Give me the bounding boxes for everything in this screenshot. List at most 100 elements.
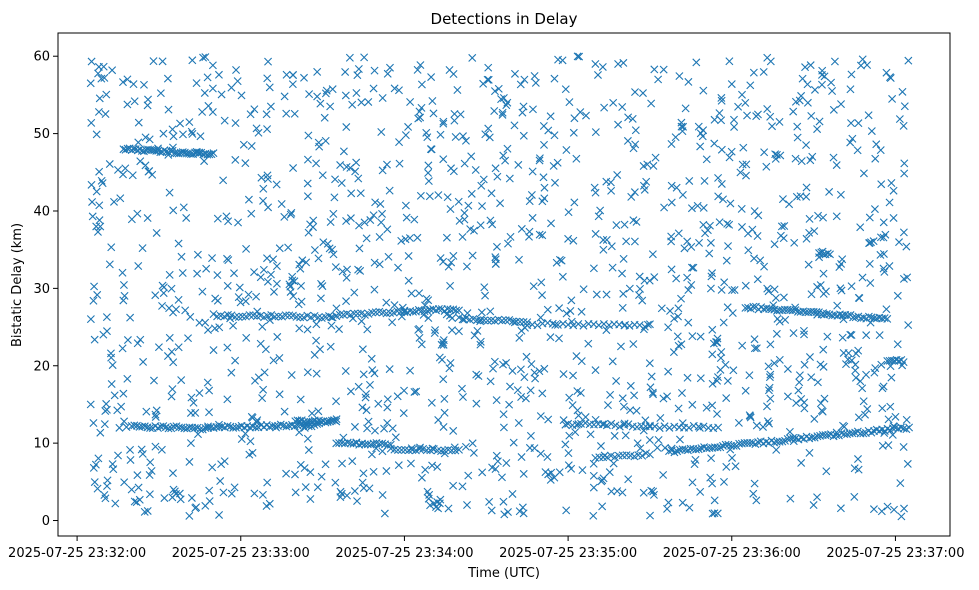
detection-point [151, 412, 160, 421]
detection-point [696, 374, 705, 383]
detection-point [726, 199, 735, 208]
detection-point [209, 310, 218, 319]
detection-point [378, 447, 387, 456]
detection-point [864, 312, 873, 321]
detection-point [460, 209, 469, 218]
detection-point [591, 366, 600, 375]
detection-point [793, 133, 802, 142]
detection-point [119, 389, 128, 398]
detection-point [810, 227, 819, 236]
detection-point [638, 89, 647, 98]
detection-point [599, 235, 608, 244]
detection-point [301, 483, 310, 492]
detection-point [648, 250, 657, 259]
detection-point [688, 332, 697, 341]
detection-point [317, 279, 326, 288]
detection-point [196, 425, 205, 434]
detection-point [314, 313, 323, 322]
detection-point [252, 124, 261, 133]
detection-point [205, 408, 214, 417]
detection-point [802, 234, 811, 243]
detection-point [186, 408, 195, 417]
detection-point [649, 390, 658, 399]
detection-point [649, 161, 658, 170]
detection-point [823, 249, 832, 258]
detection-point [718, 441, 727, 450]
detection-point [492, 242, 501, 251]
detection-point [577, 307, 586, 316]
detection-point [708, 269, 717, 278]
detection-point [854, 465, 863, 474]
detection-point [434, 191, 443, 200]
detection-point [687, 280, 696, 289]
detection-point [792, 192, 801, 201]
detection-point [89, 463, 98, 472]
detection-point [177, 376, 186, 385]
detection-point [350, 487, 359, 496]
detection-point [234, 218, 243, 227]
detection-point [539, 122, 548, 130]
detection-point [498, 316, 507, 325]
detection-point [882, 305, 891, 314]
detection-point [854, 346, 863, 355]
detection-point [120, 291, 129, 300]
detection-point [800, 360, 809, 369]
detection-point [578, 466, 587, 475]
detection-point [359, 469, 368, 478]
detection-point [650, 422, 659, 431]
detection-point [187, 393, 196, 402]
detection-point [407, 444, 416, 453]
detection-point [870, 205, 879, 214]
detection-point [415, 324, 424, 333]
detection-point [519, 131, 528, 140]
detection-point [854, 413, 863, 422]
detection-point [442, 310, 451, 319]
detection-point [667, 198, 676, 207]
detection-point [646, 511, 655, 520]
detection-point [95, 94, 104, 103]
detection-point [464, 201, 473, 210]
detection-point [538, 389, 547, 398]
detection-point [516, 80, 525, 89]
detection-point [223, 395, 232, 404]
detection-point [208, 254, 217, 263]
detection-point [749, 68, 758, 77]
detection-point [358, 403, 367, 412]
detection-point [612, 221, 621, 230]
detection-point [88, 212, 97, 221]
detection-point [750, 335, 759, 344]
detection-point [190, 424, 199, 433]
detection-point [296, 313, 305, 322]
detection-point [185, 511, 194, 520]
detection-point [269, 356, 278, 365]
detection-point [445, 364, 454, 373]
detection-point [525, 197, 534, 206]
detection-point [535, 367, 544, 376]
detection-point [227, 83, 236, 92]
detection-point [505, 400, 514, 409]
detection-point [241, 297, 250, 306]
detection-point [439, 336, 448, 345]
detection-point [394, 263, 403, 272]
detection-point [854, 119, 863, 128]
detection-point [490, 357, 499, 366]
detection-point [731, 462, 740, 471]
detection-point [480, 283, 489, 292]
detection-point [882, 68, 891, 77]
detection-point [629, 144, 638, 153]
detection-point [547, 219, 556, 228]
detection-point [710, 115, 719, 124]
detection-point [245, 311, 254, 320]
detection-point [651, 153, 660, 162]
detection-point [498, 110, 507, 119]
detection-point [353, 497, 362, 506]
detection-point [252, 292, 261, 301]
detection-point [322, 86, 331, 95]
detection-point [94, 69, 103, 78]
detection-point [253, 416, 262, 425]
detection-point [424, 314, 433, 323]
detection-point [272, 180, 281, 189]
detection-point [423, 133, 432, 142]
detection-point [361, 393, 370, 402]
detection-point [746, 412, 755, 421]
